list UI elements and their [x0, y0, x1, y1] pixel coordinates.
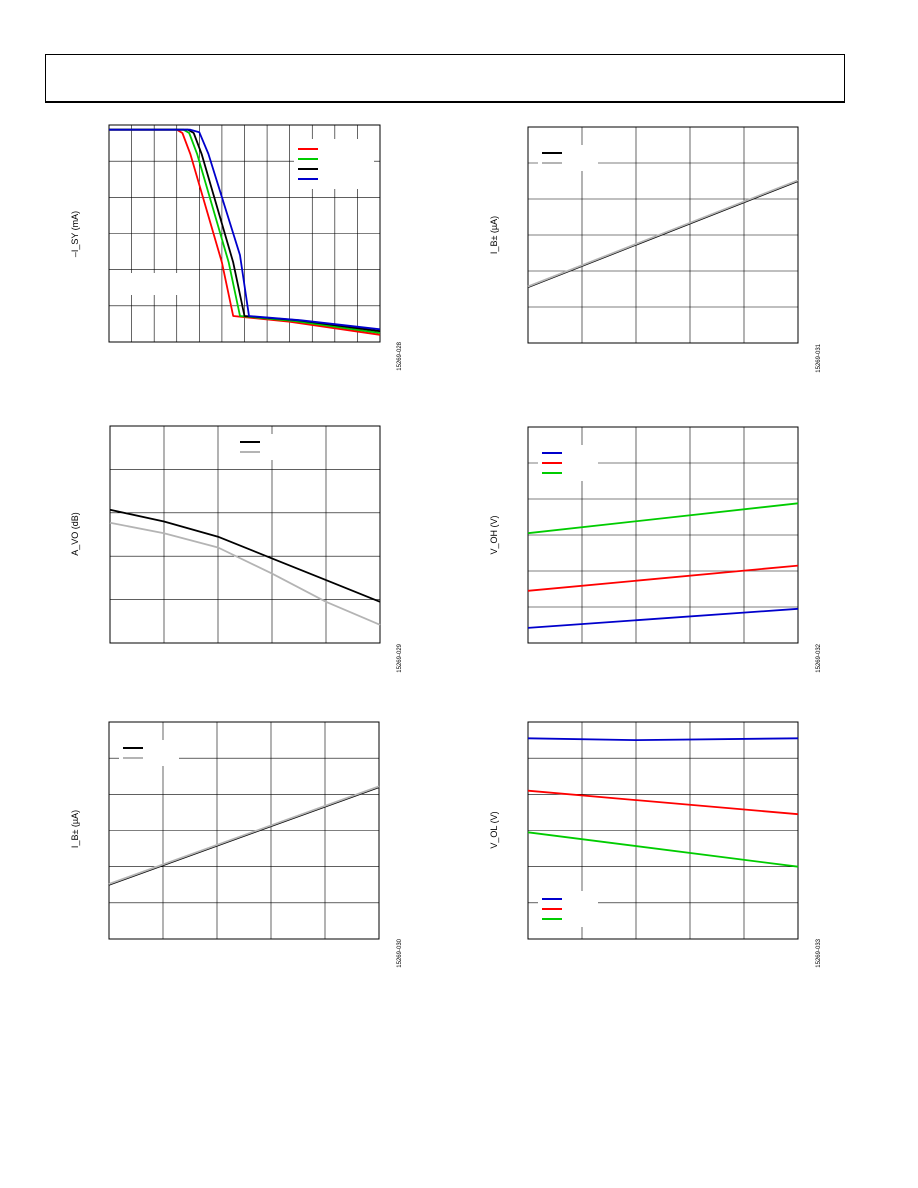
series-lines	[527, 502, 799, 629]
series-line-2	[527, 789, 799, 816]
plot-frame	[527, 721, 799, 940]
y-axis-label: –I_SY (mA)	[70, 211, 80, 257]
y-axis-label: I_B± (µA)	[489, 216, 499, 254]
series-line-2	[527, 179, 799, 288]
figure-id: 15269-029	[397, 643, 403, 672]
grid-lines	[528, 427, 798, 643]
figure-id: 15269-028	[397, 341, 403, 370]
chart-supply-current: –I_SY (mA) 15269-028	[70, 124, 403, 371]
series-line-1	[109, 508, 381, 603]
legend	[538, 891, 598, 927]
legend-box	[119, 740, 179, 766]
series-line-1	[527, 737, 799, 741]
chart-input-bias-current-top: I_B± (µA) 15269-031	[489, 126, 822, 373]
figure-id: 15269-030	[397, 938, 403, 967]
grid-lines	[110, 426, 380, 643]
page-header-box	[45, 54, 845, 103]
figure-id: 15269-032	[816, 643, 822, 672]
legend	[294, 139, 374, 189]
chart-input-bias-current-bottom: I_B± (µA) 15269-030	[70, 721, 403, 968]
series-line-3	[527, 831, 799, 868]
plot-frame	[527, 126, 799, 344]
series-lines	[109, 508, 381, 626]
y-axis-label: V_OH (V)	[489, 515, 499, 554]
chart-open-loop-gain: A_VO (dB) 15269-029	[70, 425, 403, 673]
series-line-2	[527, 564, 799, 592]
figure-id: 15269-031	[816, 343, 822, 372]
y-axis-label: V_OL (V)	[489, 811, 499, 848]
series-line-2	[109, 521, 381, 626]
annotation-blank-area	[127, 273, 182, 295]
plot-frame	[108, 124, 381, 343]
series-lines	[109, 128, 381, 336]
y-axis-label: A_VO (dB)	[70, 512, 80, 556]
plot-frame	[108, 721, 380, 940]
series-line-3	[527, 502, 799, 535]
legend	[119, 740, 179, 766]
legend	[538, 445, 598, 481]
legend-box	[236, 434, 296, 460]
legend	[538, 145, 598, 171]
legend-box	[538, 145, 598, 171]
plot-frame	[527, 426, 799, 644]
series-line-4	[109, 128, 381, 331]
series-lines	[527, 179, 799, 289]
series-line-2	[108, 785, 380, 885]
series-lines	[108, 785, 380, 886]
series-line-1	[527, 607, 799, 629]
series-lines	[527, 737, 799, 868]
chart-output-voltage-low: V_OL (V) 15269-033	[489, 721, 822, 968]
chart-output-voltage-high: V_OH (V) 15269-032	[489, 426, 822, 673]
legend-box	[294, 139, 374, 189]
legend	[236, 434, 296, 460]
figure-id: 15269-033	[816, 938, 822, 967]
y-axis-label: I_B± (µA)	[70, 810, 80, 848]
plot-frame	[109, 425, 381, 644]
